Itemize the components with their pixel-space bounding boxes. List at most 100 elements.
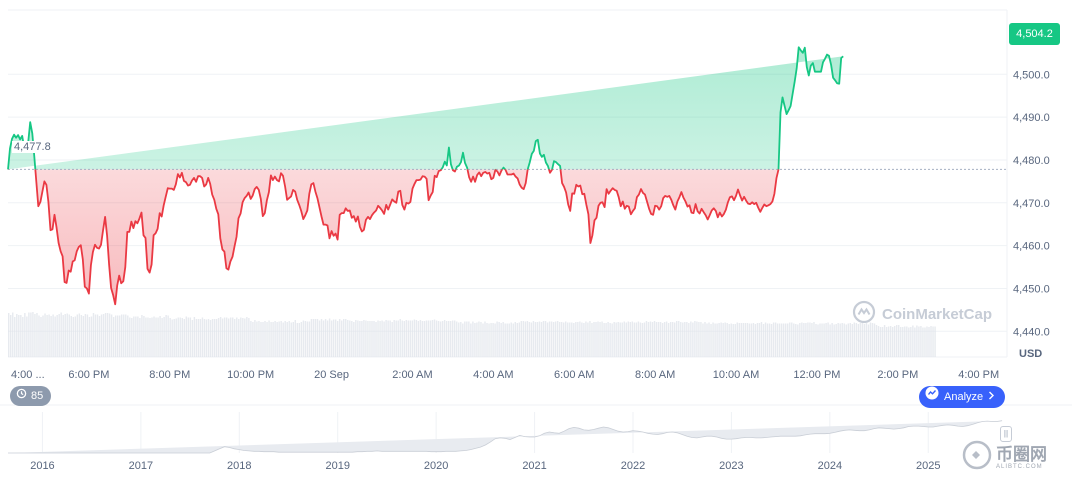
volume-bar (893, 326, 896, 357)
volume-bar (18, 315, 20, 357)
volume-bar (609, 323, 611, 357)
volume-bar (494, 323, 496, 357)
volume-bar (758, 323, 761, 357)
volume-bar (793, 323, 795, 357)
volume-bar (284, 321, 286, 357)
volume-bar (143, 316, 145, 357)
overview-navigator[interactable] (8, 412, 1003, 454)
volume-bar (106, 313, 109, 357)
volume-bar (920, 326, 922, 357)
volume-bar (42, 315, 44, 357)
volume-bar (349, 320, 351, 357)
volume-bar (304, 321, 307, 357)
volume-bar (66, 313, 68, 357)
x-tick-label: 10:00 PM (227, 369, 274, 381)
volume-bar (904, 326, 906, 357)
volume-bar (896, 325, 898, 357)
volume-bar (748, 323, 751, 357)
volume-bar (139, 318, 141, 357)
volume-bar (740, 323, 743, 357)
volume-bar (845, 324, 847, 357)
drag-handle-icon[interactable]: || (1000, 426, 1012, 442)
year-label: 2024 (818, 460, 842, 472)
volume-bar (722, 323, 724, 357)
history-count-badge[interactable]: 85 (10, 386, 52, 406)
volume-bar (690, 321, 692, 357)
x-tick-label: 4:00 PM (958, 369, 999, 381)
volume-bar (490, 323, 492, 357)
volume-bar (294, 320, 296, 357)
volume-bar (571, 322, 573, 357)
volume-bar (762, 324, 765, 357)
coinmarketcap-logo-icon (852, 300, 876, 328)
volume-bar (534, 322, 537, 357)
volume-bar (627, 321, 629, 357)
volume-bar (883, 325, 886, 357)
volume-bar (665, 321, 668, 357)
volume-bar (199, 319, 202, 357)
volume-bar (14, 317, 16, 357)
volume-bar (898, 325, 900, 357)
volume-bar (902, 327, 904, 357)
y-tick-label: 4,490.0 (1013, 112, 1050, 124)
volume-bar (474, 323, 476, 357)
volume-bar (635, 322, 638, 357)
volume-bar (889, 326, 892, 357)
volume-bar (680, 322, 682, 357)
volume-bar (369, 321, 371, 357)
volume-bar (163, 317, 165, 357)
volume-bar (292, 322, 294, 357)
volume-bar (837, 323, 839, 357)
volume-bar (338, 319, 341, 357)
volume-bar (718, 323, 720, 357)
volume-bar (221, 318, 224, 357)
volume-bar (399, 319, 401, 357)
volume-bar (72, 317, 74, 357)
volume-bar (423, 321, 426, 357)
volume-bar (764, 322, 767, 357)
volume-bar (100, 314, 103, 357)
volume-bar (367, 321, 369, 357)
volume-bar (316, 319, 319, 357)
volume-bar (724, 322, 726, 357)
volume-bar (603, 323, 605, 357)
volume-bar (393, 320, 395, 357)
volume-bar (829, 324, 831, 357)
volume-bar (625, 322, 627, 357)
volume-bar (556, 321, 559, 357)
volume-bar (44, 313, 46, 357)
volume-bar (189, 317, 192, 357)
x-tick-label: 2:00 AM (392, 369, 432, 381)
volume-bar (353, 322, 355, 357)
volume-bar (12, 312, 14, 357)
site-watermark: 币圈网 ALIBTC.COM (962, 440, 1047, 475)
volume-bar (563, 322, 565, 357)
volume-bar (219, 317, 222, 357)
volume-bar (458, 322, 460, 357)
volume-bar (926, 326, 928, 357)
volume-bar (74, 316, 77, 357)
y-tick-label: 4,460.0 (1013, 241, 1050, 253)
volume-bar (726, 323, 728, 357)
volume-bar (123, 314, 125, 357)
volume-bar (357, 320, 359, 357)
volume-bar (579, 321, 581, 357)
volume-bar (643, 322, 646, 357)
year-label: 2019 (325, 460, 349, 472)
volume-bar (193, 317, 196, 357)
volume-bar (694, 321, 696, 357)
analyze-button[interactable]: Analyze (919, 386, 1006, 408)
volume-bar (768, 323, 771, 357)
volume-bar (121, 314, 123, 357)
volume-bar (232, 317, 234, 357)
volume-bar (84, 314, 87, 357)
volume-bar (532, 321, 535, 357)
volume-bar (813, 322, 815, 357)
volume-bar (922, 327, 924, 357)
volume-bar (88, 317, 91, 357)
volume-bar (70, 316, 72, 357)
volume-bar (26, 316, 28, 357)
volume-bar (32, 312, 34, 357)
volume-bar (449, 321, 452, 357)
site-name: 币圈网 (996, 444, 1047, 464)
